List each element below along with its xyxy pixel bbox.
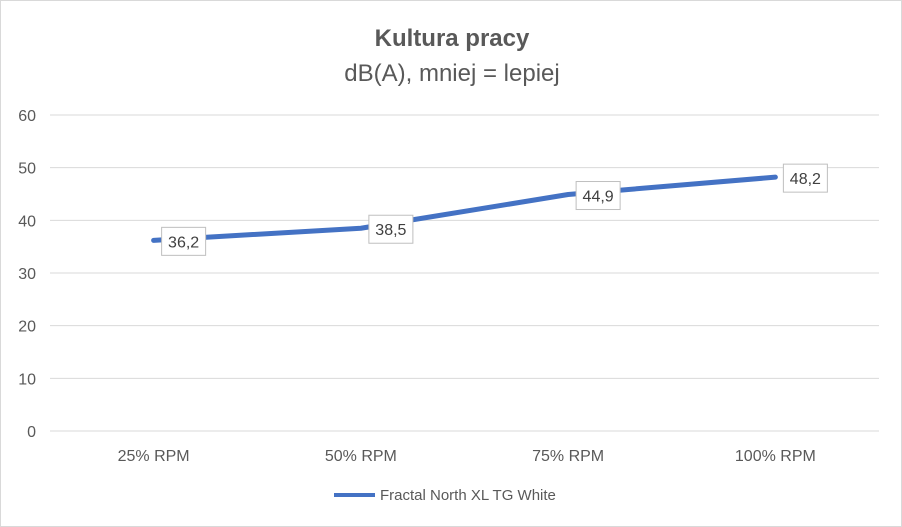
gridlines (50, 114, 879, 432)
series-lines (151, 174, 778, 243)
data-label: 38,5 (368, 214, 414, 244)
y-tick-label: 20 (18, 319, 36, 336)
data-label-text: 38,5 (375, 222, 406, 239)
data-label-text: 44,9 (583, 189, 614, 206)
data-label: 48,2 (782, 163, 828, 193)
data-label-box (575, 181, 621, 211)
data-label-text: 36,2 (168, 234, 199, 251)
x-tick-label: 25% RPM (118, 448, 190, 465)
x-tick-label: 50% RPM (325, 448, 397, 465)
chart-subtitle: dB(A), mniej = lepiej (344, 60, 559, 87)
x-axis-ticks: 25% RPM 50% RPM 75% RPM 100% RPM (118, 448, 816, 465)
data-label-box (782, 163, 828, 193)
legend-label: Fractal North XL TG White (380, 487, 556, 504)
data-label-text: 48,2 (790, 171, 821, 188)
data-label: 36,2 (161, 226, 207, 256)
y-tick-label: 40 (18, 213, 36, 230)
legend: Fractal North XL TG White (334, 487, 556, 504)
y-tick-label: 10 (18, 371, 36, 388)
data-label: 44,9 (575, 181, 621, 211)
y-tick-label: 60 (18, 108, 36, 125)
chart-title: Kultura pracy (375, 25, 530, 52)
y-tick-label: 50 (18, 161, 36, 178)
x-tick-label: 100% RPM (735, 448, 816, 465)
data-labels: 36,2 38,5 44,9 48,2 (161, 163, 828, 256)
y-tick-label: 0 (27, 424, 36, 441)
data-label-box (161, 226, 207, 256)
y-tick-label: 30 (18, 266, 36, 283)
data-label-box (368, 214, 414, 244)
x-tick-label: 75% RPM (532, 448, 604, 465)
y-axis-ticks: 0 10 20 30 40 50 60 (18, 108, 36, 441)
series-line (151, 174, 778, 243)
